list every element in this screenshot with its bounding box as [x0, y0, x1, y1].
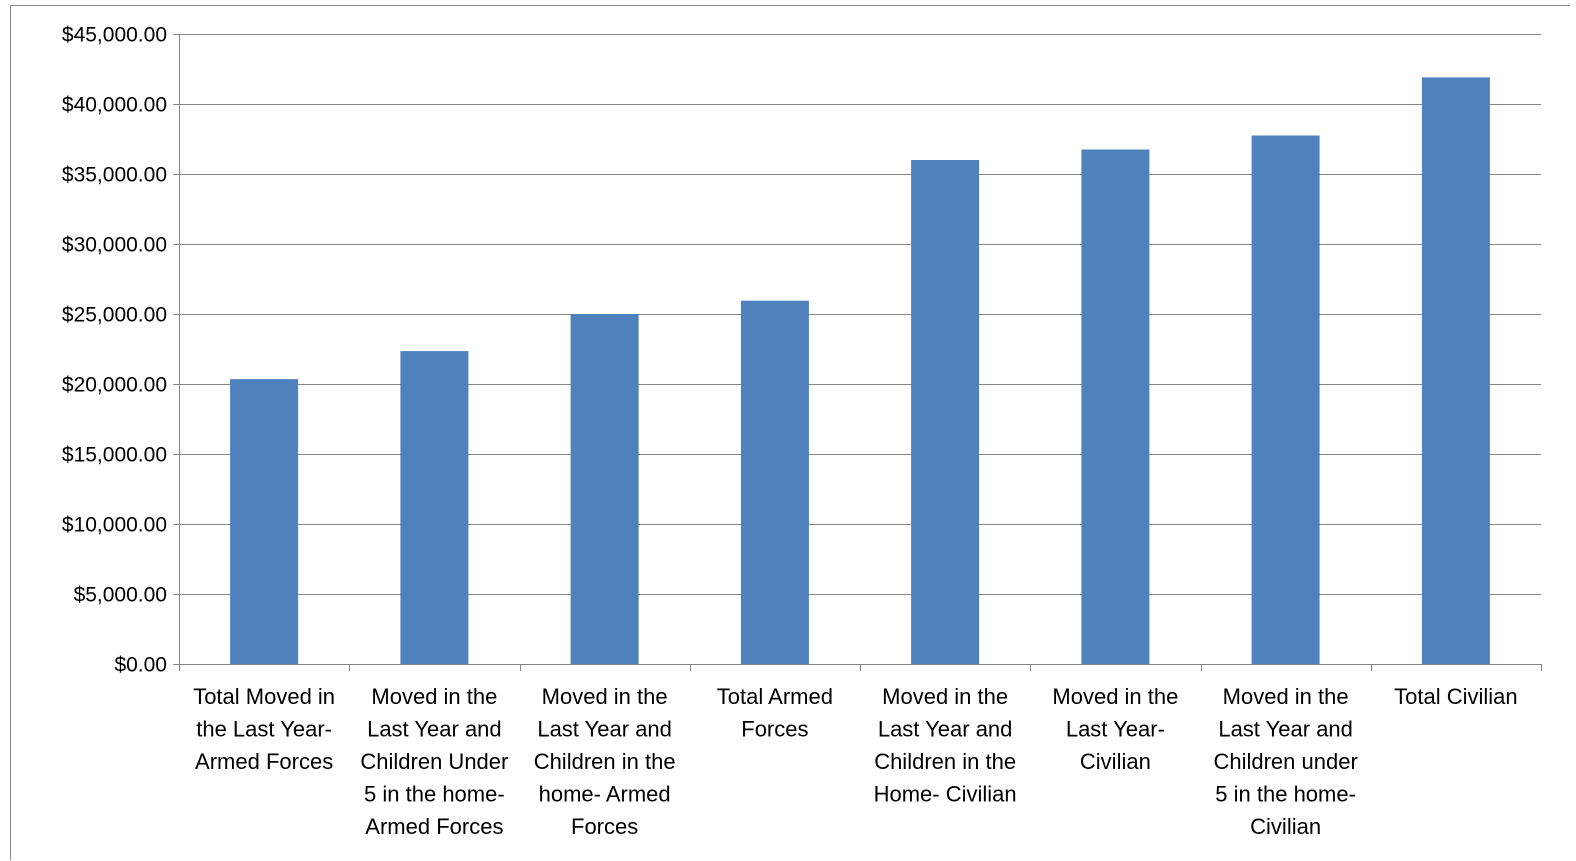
x-tick-label: Moved in the Last Year- Civilian [1052, 684, 1178, 774]
x-tick-label-line: Civilian [1250, 814, 1321, 839]
y-tick-label: $30,000.00 [62, 234, 167, 257]
chart-frame: $0.00 $5,000.00 $10,000.00 $15,000.00 $20,00… [10, 5, 1570, 860]
y-tick-label: $10,000.00 [62, 514, 167, 537]
y-tick-label: $45,000.00 [62, 24, 167, 47]
x-tick-label-line: home- Armed [539, 782, 671, 807]
y-tick-label: $25,000.00 [62, 304, 167, 327]
x-tick-label-line: Last Year and [537, 717, 672, 742]
x-tick-label-line: Total Civilian [1394, 684, 1518, 709]
x-tick-label: Moved in the Last Year and Children Under 5… [360, 684, 508, 839]
x-tick-label-line: Last Year- [1066, 717, 1165, 742]
y-tick-label: $5,000.00 [74, 584, 167, 607]
bar [230, 379, 299, 664]
x-tick-label-line: 5 in the home- [1215, 782, 1356, 807]
x-tick-label-line: Forces [741, 717, 808, 742]
x-tick-label-line: Total Moved in [193, 684, 335, 709]
bar-chart: $0.00 $5,000.00 $10,000.00 $15,000.00 $20,00… [62, 24, 1542, 839]
x-tick-label-line: Moved in the [1052, 684, 1178, 709]
x-tick-label: Moved in the Last Year and Children in the… [874, 684, 1017, 807]
x-axis-tick-labels: Total Moved in the Last Year- Armed Forces… [193, 684, 1517, 839]
x-tick-label-line: Forces [571, 814, 638, 839]
x-tick-label-line: Children under [1213, 749, 1357, 774]
x-tick-label-line: Total Armed [717, 684, 833, 709]
x-tick-label-line: Armed Forces [365, 814, 503, 839]
bar [911, 160, 980, 664]
y-tick-label: $15,000.00 [62, 444, 167, 467]
x-tick-label: Total Moved in the Last Year- Armed Forces [193, 684, 335, 774]
y-tick-label: $20,000.00 [62, 374, 167, 397]
x-tick-label-line: Children in the [534, 749, 676, 774]
x-tick-label-line: Home- Civilian [874, 782, 1017, 807]
x-tick-label-line: Moved in the [882, 684, 1008, 709]
axes [173, 34, 1542, 671]
bar [1251, 135, 1320, 664]
x-tick-label-line: Armed Forces [195, 749, 333, 774]
x-tick-label-line: Last Year and [1218, 717, 1353, 742]
bar [1081, 149, 1150, 664]
x-tick-label-line: the Last Year- [196, 717, 332, 742]
x-tick-label-line: Last Year and [878, 717, 1013, 742]
y-tick-label: $0.00 [114, 654, 167, 677]
x-tick-label-line: Last Year and [367, 717, 502, 742]
x-tick-label-line: Moved in the [371, 684, 497, 709]
x-tick-label-line: Moved in the [1223, 684, 1349, 709]
x-tick-label: Total Civilian [1394, 684, 1518, 709]
bar [570, 314, 639, 664]
x-tick-label-line: Civilian [1080, 749, 1151, 774]
bar [740, 300, 809, 664]
x-tick-label-line: Children Under [360, 749, 508, 774]
y-axis-tick-labels: $0.00 $5,000.00 $10,000.00 $15,000.00 $20,00… [62, 24, 167, 677]
bar [1421, 77, 1490, 664]
x-tick-label: Moved in the Last Year and Children in the… [534, 684, 676, 839]
x-tick-label: Moved in the Last Year and Children under 5… [1213, 684, 1357, 839]
bars [230, 77, 1490, 664]
x-tick-label-line: Moved in the [542, 684, 668, 709]
x-tick-label-line: Children in the [874, 749, 1016, 774]
y-tick-label: $40,000.00 [62, 94, 167, 117]
x-tick-label: Total Armed Forces [717, 684, 833, 742]
bar [400, 351, 469, 664]
x-tick-label-line: 5 in the home- [364, 782, 505, 807]
y-tick-label: $35,000.00 [62, 164, 167, 187]
gridlines [179, 34, 1541, 595]
